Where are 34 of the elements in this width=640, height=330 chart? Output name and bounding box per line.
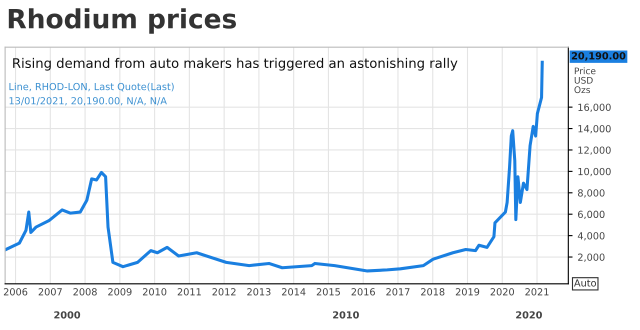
annotation: Line, RHOD-LON, Last Quote(Last) (9, 82, 174, 92)
text: Auto (574, 279, 596, 287)
x-tick-label: 2016 (352, 288, 375, 296)
x-tick-label: 2007 (38, 288, 62, 296)
x-tick-label: 2010 (142, 288, 166, 296)
text: 20,190.00 (572, 52, 626, 61)
y-tick-label: 8,000 (578, 189, 605, 198)
x-tick-label: 2009 (108, 288, 132, 296)
x-tick-label: 2019 (456, 288, 480, 296)
y-tick-label: 14,000 (578, 125, 611, 134)
x-tick-label: 2012 (212, 288, 236, 296)
x-tick-label: 2008 (73, 288, 97, 296)
text: 2010 (333, 311, 359, 319)
x-tick-label: 2018 (421, 288, 444, 296)
text: Rising demand from auto makers has triggered an astonishing rally (13, 58, 458, 71)
x-tick-label: 2021 (525, 288, 549, 296)
text: 2000 (54, 311, 80, 319)
x-tick-label: 2020 (490, 288, 514, 296)
y-tick-label: 10,000 (578, 168, 611, 176)
x-tick-label: 2015 (316, 288, 340, 296)
x-tick-label: 2006 (4, 288, 28, 296)
x-tick-label: 2014 (282, 288, 306, 296)
y-axis-title: Price USD Ozs (574, 67, 596, 94)
annotation: 13/01/2021, 20,190.00, N/A, N/A (10, 97, 167, 106)
x-tick-label: 2011 (178, 288, 201, 296)
x-tick-label: 2013 (247, 288, 270, 296)
text: 2020 (516, 311, 542, 319)
y-tick-label: 16,000 (578, 104, 611, 112)
y-tick-label: 2,000 (578, 254, 605, 262)
chart-title: Rhodium prices (8, 8, 236, 34)
y-tick-label: 12,000 (578, 146, 611, 155)
y-tick-label: 4,000 (578, 232, 605, 240)
y-tick-label: 6,000 (578, 210, 605, 220)
x-tick-label: 2017 (386, 288, 410, 296)
